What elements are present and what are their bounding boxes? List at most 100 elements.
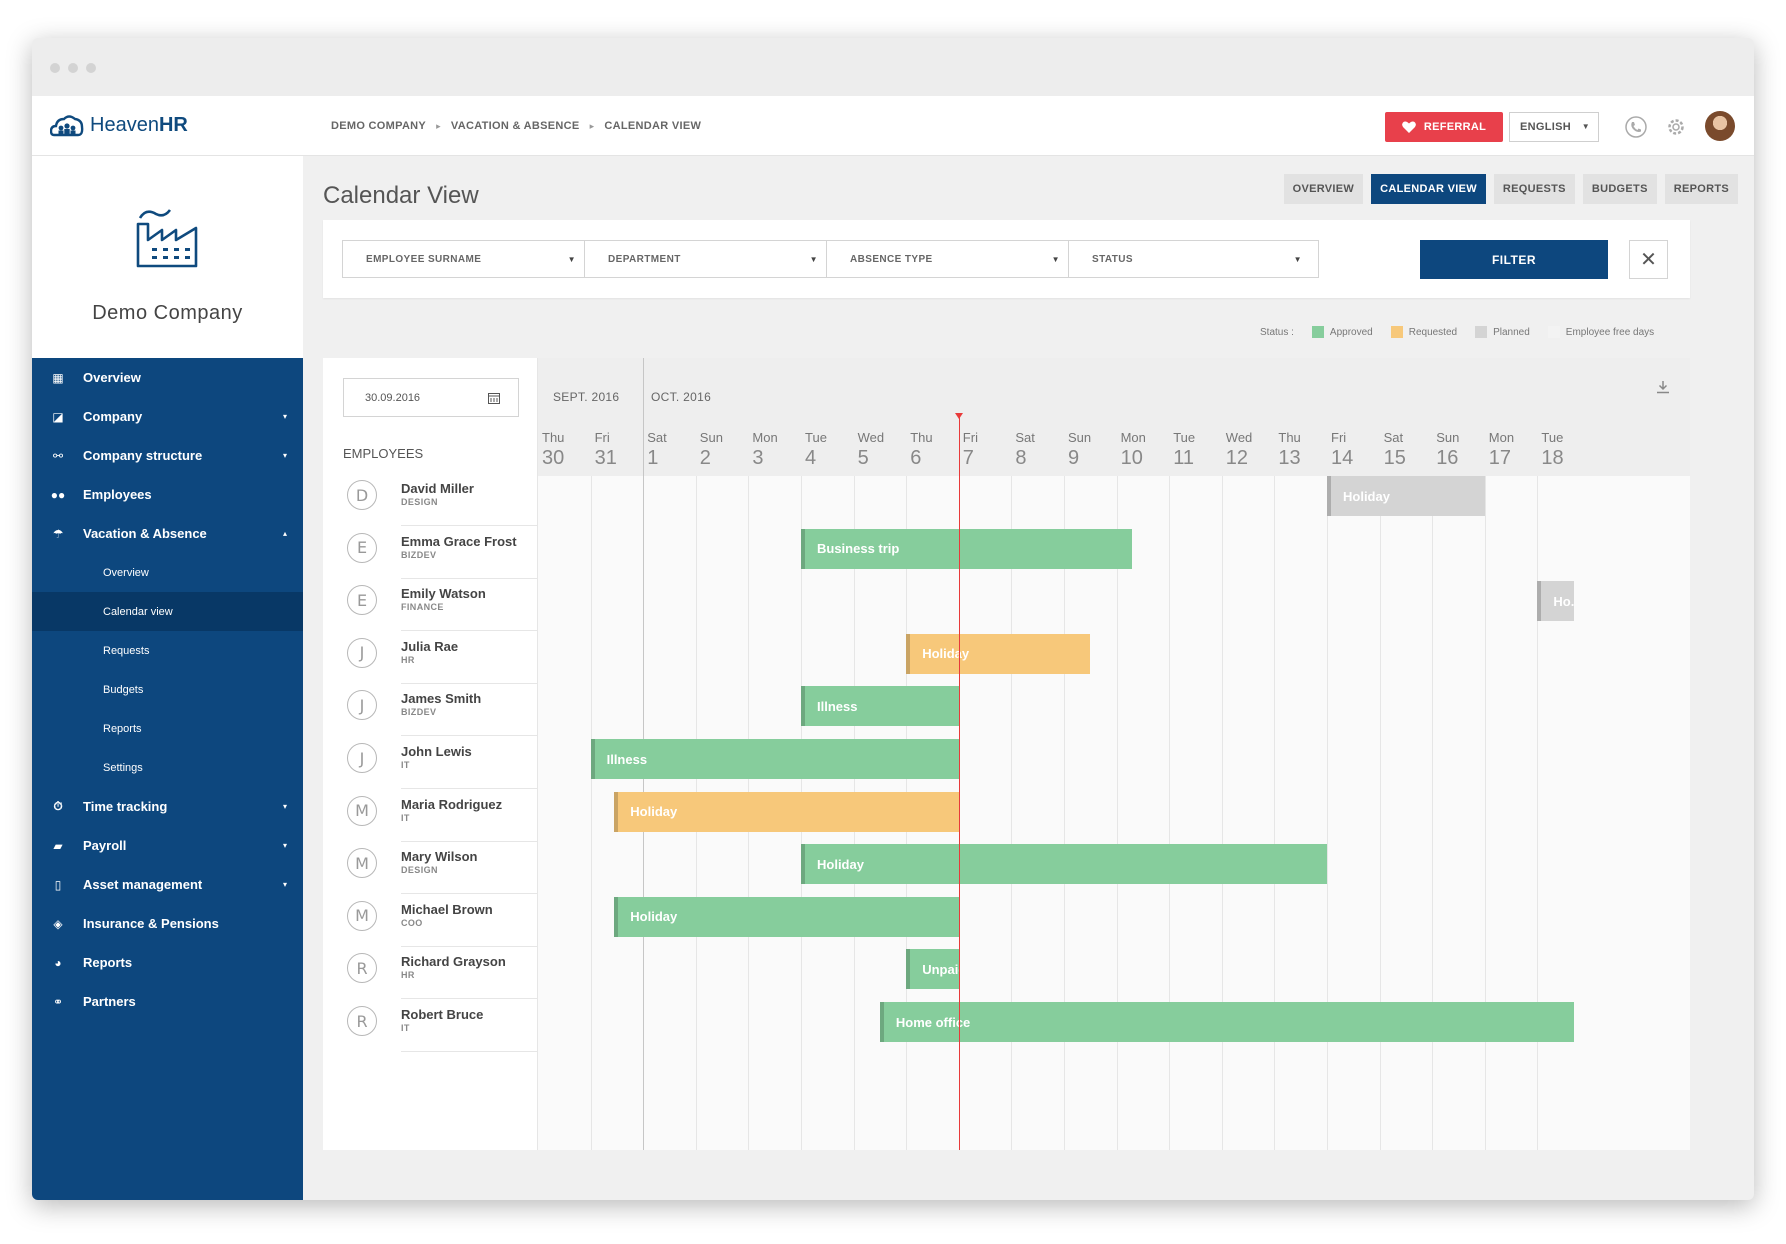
date-picker-input[interactable]: 30.09.2016 (343, 378, 519, 417)
employee-name: James Smith (401, 691, 482, 707)
day-number: 4 (805, 447, 817, 469)
absence-bar[interactable]: Holiday (801, 844, 1327, 885)
sidebar-item-employees[interactable]: ●● Employees (32, 475, 303, 514)
absence-bar[interactable]: Home office (879, 1002, 1575, 1042)
tab-overview[interactable]: OVERVIEW (1283, 174, 1364, 204)
sidebar-item-vacation-absence[interactable]: ☂ Vacation & Absence ▴ (32, 514, 303, 553)
employee-row[interactable]: M Michael Brown COO (323, 887, 538, 947)
row-divider (401, 525, 538, 526)
avatar[interactable] (1705, 111, 1735, 141)
department-select[interactable]: DEPARTMENT ▼ (584, 240, 835, 278)
absence-type-select[interactable]: ABSENCE TYPE ▼ (826, 240, 1077, 278)
absence-calendar: SEPT. 2016 OCT. 2016 Thu 30 Fri 31 Sat 1 Sun 2 M… (323, 358, 1690, 1150)
date-value: 30.09.2016 (365, 391, 421, 404)
absence-bar[interactable]: Illness (801, 686, 959, 727)
heart-icon (1401, 121, 1416, 133)
sidebar-item-overview[interactable]: ▦ Overview (32, 358, 303, 397)
employee-row[interactable]: M Mary Wilson DESIGN (323, 834, 538, 895)
employee-row[interactable]: J John Lewis IT (323, 729, 538, 789)
heavenhr-logo[interactable]: HeavenHR (50, 113, 188, 137)
gear-icon[interactable] (1663, 114, 1689, 140)
employee-row[interactable]: R Richard Grayson HR (323, 939, 538, 1000)
employee-name: Emma Grace Frost (401, 533, 517, 549)
absence-bar[interactable]: Unpaid leave (906, 949, 959, 990)
employee-name: Mary Wilson (401, 849, 478, 865)
row-divider (401, 630, 538, 632)
employee-row[interactable]: E Emma Grace Frost BIZDEV (323, 519, 538, 579)
pie-chart-icon: ◕ (54, 955, 62, 970)
sidebar-item-time-tracking[interactable]: ⏱ Time tracking ▾ (32, 787, 303, 826)
day-name: Thu (542, 430, 565, 445)
tab-reports[interactable]: REPORTS (1664, 174, 1738, 204)
sidebar-item-partners[interactable]: ⚭ Partners (32, 982, 303, 1021)
day-name: Mon (752, 430, 778, 445)
day-name: Thu (910, 430, 933, 445)
brand-name: HeavenHR (90, 113, 188, 136)
employee-department: DESIGN (401, 497, 438, 507)
day-gridline (1221, 476, 1223, 1150)
cloud-people-icon (50, 115, 84, 137)
tab-requests[interactable]: REQUESTS (1493, 174, 1575, 204)
company-name: Demo Company (92, 302, 243, 324)
sidebar-item-insurance-pensions[interactable]: ◈ Insurance & Pensions (32, 904, 303, 943)
employee-row[interactable]: D David Miller DESIGN (323, 466, 538, 526)
employee-row[interactable]: J Julia Rae HR (323, 624, 538, 684)
employee-row[interactable]: R Robert Bruce IT (323, 992, 538, 1052)
sidebar-subitem-overview[interactable]: Overview (103, 566, 149, 579)
chevron-down-icon: ▾ (282, 412, 287, 421)
employees-header: EMPLOYEES (343, 446, 424, 461)
day-number: 13 (1278, 447, 1301, 469)
sidebar-subitem-calendar-view[interactable]: Calendar view (32, 592, 303, 631)
employee-row[interactable]: E Emily Watson FINANCE (323, 571, 538, 632)
day-name: Sun (1068, 430, 1092, 445)
day-header: Tue 4 (797, 430, 857, 470)
tab-calendar-view[interactable]: CALENDAR VIEW (1371, 174, 1486, 204)
sidebar-item-company[interactable]: ◪ Company ▾ (32, 397, 303, 436)
calendar-header (323, 358, 1690, 476)
sidebar-item-reports[interactable]: ◕ Reports (32, 943, 303, 982)
day-gridline (1327, 476, 1328, 1150)
day-gridline (1484, 476, 1486, 1150)
filter-bar: EMPLOYEE SURNAME ▼ DEPARTMENT ▼ ABSENCE … (323, 220, 1690, 298)
sidebar-subitem-reports[interactable]: Reports (103, 722, 142, 735)
day-name: Sun (1436, 430, 1460, 445)
breadcrumb-vacation[interactable]: VACATION & ABSENCE (450, 120, 580, 132)
day-header: Sat 15 (1376, 430, 1436, 470)
sidebar-item-label: Payroll (83, 838, 127, 853)
absence-bar[interactable]: Business trip (801, 528, 1133, 569)
day-number: 5 (857, 447, 869, 469)
language-select[interactable]: ENGLISH ▼ (1509, 112, 1599, 142)
absence-bar[interactable]: Holiday (614, 896, 959, 937)
absence-bar[interactable]: Holiday (906, 633, 1091, 674)
employee-avatar: J (347, 743, 377, 773)
download-icon[interactable] (1656, 380, 1670, 399)
day-header: Sat 8 (1007, 430, 1067, 470)
referral-button[interactable]: REFERRAL (1385, 112, 1503, 142)
sidebar-item-label: Employees (83, 487, 152, 502)
app-window: HeavenHR DEMO COMPANY ▸ VACATION & ABSEN… (32, 38, 1754, 1200)
status-select[interactable]: STATUS ▼ (1068, 240, 1319, 278)
employee-surname-select[interactable]: EMPLOYEE SURNAME ▼ (342, 240, 593, 278)
sidebar-item-asset-management[interactable]: ▯ Asset management ▾ (32, 865, 303, 904)
absence-bar[interactable]: Holiday (1327, 476, 1485, 516)
sidebar-subitem-requests[interactable]: Requests (103, 644, 150, 657)
tab-budgets[interactable]: BUDGETS (1582, 174, 1657, 204)
absence-bar[interactable]: Illness (590, 739, 959, 779)
day-number: 30 (542, 447, 565, 469)
day-number: 7 (962, 447, 974, 469)
window-dot (68, 63, 78, 73)
filter-button[interactable]: FILTER (1420, 240, 1608, 279)
wallet-icon: ▰ (53, 838, 63, 853)
phone-icon[interactable] (1623, 114, 1649, 140)
close-icon[interactable]: ✕ (1629, 240, 1668, 279)
sidebar-subitem-settings[interactable]: Settings (103, 761, 143, 774)
employee-row[interactable]: J James Smith BIZDEV (323, 676, 538, 737)
absence-bar[interactable]: Ho... (1537, 581, 1575, 622)
sidebar-item-payroll[interactable]: ▰ Payroll ▾ (32, 826, 303, 865)
absence-bar[interactable]: Holiday (614, 791, 959, 832)
employee-row[interactable]: M Maria Rodriguez IT (323, 782, 538, 842)
breadcrumb-separator-icon: ▸ (589, 120, 595, 131)
breadcrumb-company[interactable]: DEMO COMPANY (331, 120, 427, 132)
sidebar-item-company-structure[interactable]: ⚯ Company structure ▾ (32, 436, 303, 475)
sidebar-subitem-budgets[interactable]: Budgets (103, 683, 144, 696)
